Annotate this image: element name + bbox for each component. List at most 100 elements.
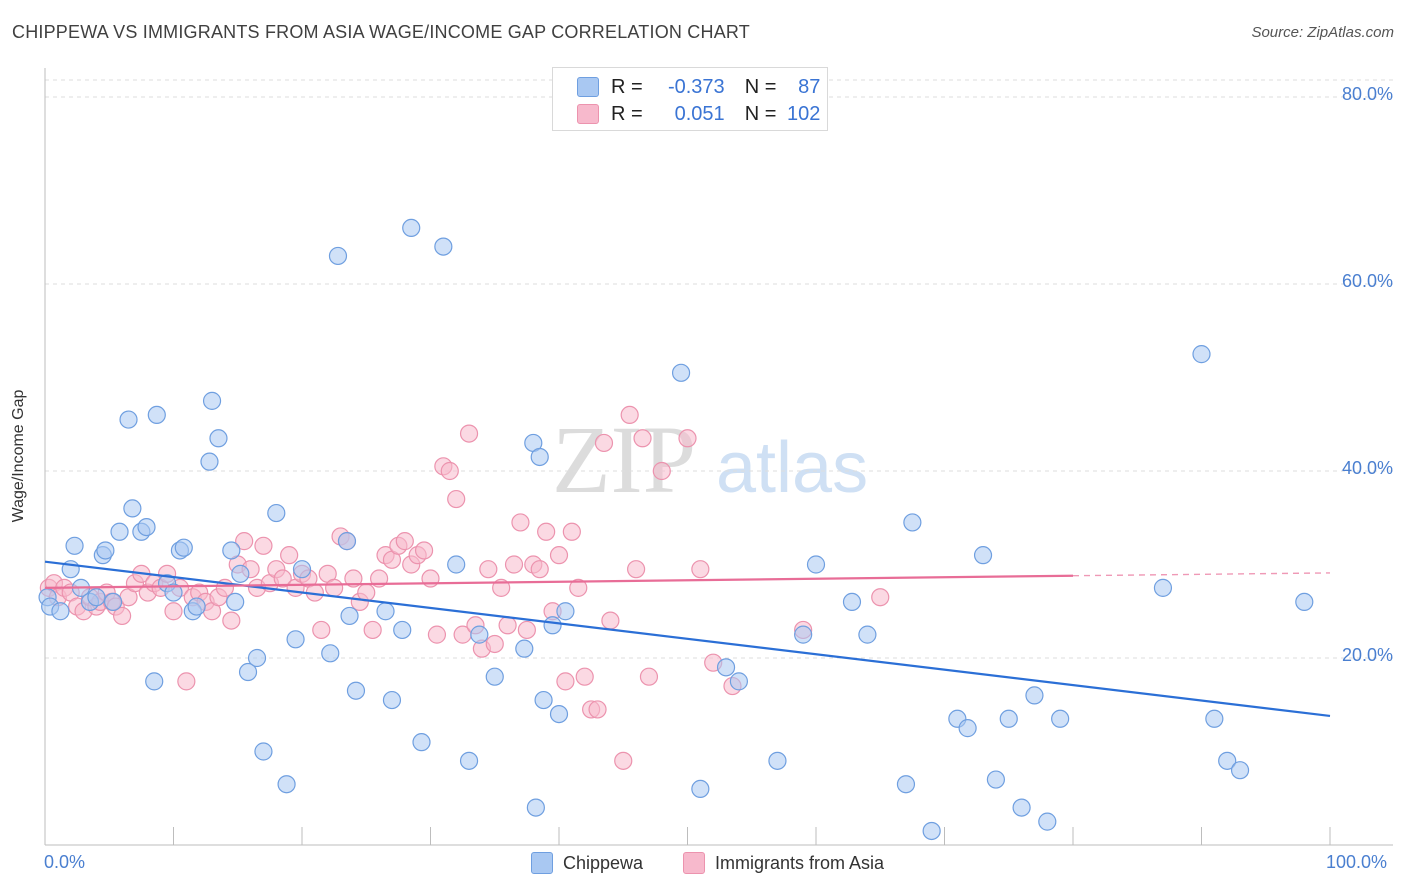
chippewa-point — [958, 719, 977, 738]
series-legend-immigrants[interactable]: Immigrants from Asia — [683, 852, 884, 874]
chippewa-point — [187, 597, 206, 616]
immigrants-from-asia-point — [601, 611, 620, 630]
legend-r-label: R = — [611, 75, 643, 98]
chippewa-point — [556, 602, 575, 621]
chippewa-point — [716, 658, 736, 677]
chippewa-point — [768, 751, 787, 770]
chippewa-point — [434, 237, 453, 256]
legend-r-value: -0.373 — [667, 75, 725, 98]
series-legend-label-immigrants: Immigrants from Asia — [715, 852, 885, 873]
chippewa-point — [1218, 751, 1237, 770]
series-legend-swatch-immigrants — [683, 852, 705, 874]
immigrants-from-asia-point — [459, 424, 479, 443]
chippewa-point — [858, 625, 877, 644]
legend-n-value: 87 — [798, 75, 821, 98]
stats-legend: R = -0.373 N = 87 R = 0.051 N = 102 — [552, 67, 828, 131]
chippewa-point — [794, 625, 813, 644]
chippewa-point — [119, 410, 138, 429]
immigrants-from-asia-point — [588, 700, 607, 719]
legend-n-label: N = — [744, 102, 777, 125]
chippewa-point — [164, 583, 183, 602]
chippewa-point — [671, 363, 691, 382]
chippewa-point — [226, 592, 245, 612]
y-axis-label: Wage/Income Gap — [10, 389, 27, 523]
immigrants-from-asia-point — [562, 522, 581, 541]
chippewa-point — [903, 513, 922, 532]
chippewa-point — [393, 620, 412, 640]
x-tick-label-max: 100.0% — [1326, 852, 1388, 872]
chippewa-point — [222, 541, 241, 560]
immigrants-from-asia-point — [479, 560, 498, 579]
chippewa-point — [1051, 709, 1070, 728]
chippewa-point — [526, 798, 545, 817]
chippewa-point — [277, 775, 296, 794]
immigrants-trend-extension — [1072, 572, 1331, 577]
immigrants-from-asia-point — [112, 606, 132, 626]
immigrants-from-asia-point — [177, 672, 196, 691]
chippewa-point — [1153, 578, 1173, 597]
chippewa-point — [200, 452, 219, 471]
chart-title: CHIPPEWA VS IMMIGRANTS FROM ASIA WAGE/IN… — [12, 22, 750, 42]
zipatlas-watermark: ZIP atlas — [552, 406, 868, 513]
immigrants-from-asia-point — [395, 532, 414, 551]
chippewa-point — [691, 779, 710, 799]
chippewa-point — [328, 246, 348, 266]
chippewa-point — [346, 681, 366, 700]
chippewa-point — [806, 555, 826, 574]
chippewa-point — [530, 447, 549, 467]
immigrants-from-asia-point — [678, 429, 697, 448]
chippewa-point — [202, 391, 222, 410]
legend-swatch-immigrants — [577, 104, 599, 124]
immigrants-from-asia-point — [504, 555, 524, 574]
immigrants-from-asia-point — [871, 588, 890, 607]
immigrants-from-asia-point — [556, 672, 575, 691]
immigrants-trend-line — [44, 574, 1074, 589]
chippewa-point — [729, 672, 749, 691]
immigrants-from-asia-point — [626, 560, 646, 579]
series-legend-chippewa[interactable]: Chippewa — [531, 852, 643, 874]
immigrants-from-asia-point — [280, 546, 299, 565]
chippewa-point — [842, 592, 862, 612]
immigrants-from-asia-point — [620, 405, 639, 424]
immigrants-from-asia-point — [363, 620, 382, 640]
immigrants-from-asia-point — [485, 634, 504, 654]
legend-r-label: R = — [611, 102, 643, 125]
immigrants-from-asia-point — [273, 569, 292, 588]
immigrants-from-asia-point — [498, 616, 517, 635]
chippewa-point — [973, 546, 993, 565]
chippewa-point — [534, 690, 553, 710]
chippewa-point — [174, 538, 193, 557]
immigrants-from-asia-point — [594, 433, 614, 453]
axes — [44, 68, 1393, 846]
chippewa-point — [376, 602, 395, 621]
immigrants-from-asia-point — [235, 532, 254, 551]
chippewa-point — [337, 532, 357, 551]
chippewa-point — [247, 648, 267, 668]
series-legend: Chippewa Immigrants from Asia — [0, 852, 1406, 878]
chippewa-point — [1295, 592, 1314, 612]
immigrants-from-asia-point — [325, 578, 344, 597]
chippewa-point — [412, 733, 431, 752]
chippewa-point — [1205, 709, 1224, 728]
immigrants-from-asia-point — [652, 461, 671, 481]
chippewa-point — [147, 405, 166, 424]
chippewa-point — [238, 662, 258, 682]
immigrants-from-asia-point — [447, 489, 466, 509]
chippewa-point — [104, 592, 123, 612]
y-tick-label: 60.0% — [1341, 271, 1393, 291]
chippewa-point — [65, 536, 84, 555]
legend-row-chippewa: R = -0.373 N = 87 — [577, 75, 820, 99]
chippewa-point — [267, 503, 286, 523]
immigrants-from-asia-point — [164, 602, 183, 621]
legend-n-value: 102 — [787, 102, 821, 125]
chippewa-point — [447, 555, 466, 574]
chippewa-point — [51, 602, 70, 621]
y-tick-label: 20.0% — [1341, 645, 1393, 665]
legend-n-label: N = — [744, 75, 777, 98]
source-credit: Source: ZipAtlas.com — [1251, 24, 1394, 41]
immigrants-from-asia-point — [511, 513, 530, 532]
chippewa-point — [123, 499, 142, 518]
y-tick-label: 80.0% — [1341, 84, 1393, 104]
chippewa-point — [999, 709, 1018, 728]
immigrants-from-asia-point — [639, 667, 659, 686]
